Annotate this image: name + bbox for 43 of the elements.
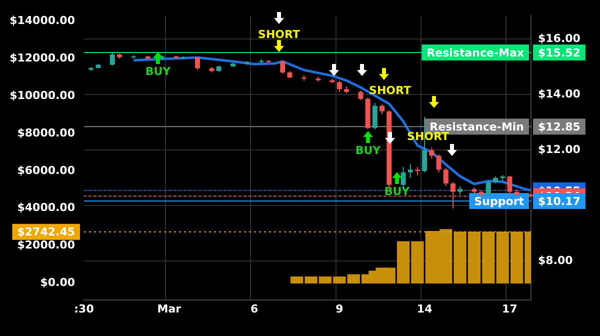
ref-line-label: Resistance-Max [426,46,524,60]
candlestick [486,180,491,196]
candlestick [195,56,200,70]
candlestick [443,168,448,187]
annotation: BUY [355,144,382,157]
candlestick [372,102,378,130]
ref-line-label: Resistance-Min [430,120,524,134]
y-tick-label: $14000.00 [10,14,76,28]
y-tick-label: $10000.00 [10,88,76,102]
y2-tick-label: $14.00 [538,88,581,101]
candlestick [280,60,286,74]
candlestick [336,80,342,92]
candlestick [408,164,413,178]
y2-tick-label: $15.52 [538,46,580,60]
candlestick [429,146,434,159]
y-tick-label: $12000.00 [10,51,76,64]
x-tick-label: 17 [502,302,518,316]
candlestick [436,154,442,173]
annotation: BUY [145,64,172,78]
y-tick-label: $6000.00 [17,164,76,177]
annotation: BUY [384,184,411,198]
y2-tick-label: $8.00 [538,254,574,268]
candlestick [380,104,384,115]
y-tick-label: $2742.45 [17,226,76,239]
x-tick-label: :30 [74,302,94,316]
x-tick-label: Mar [157,302,182,316]
x-tick-label: 6 [250,302,258,316]
y-tick-label: $2000.00 [17,238,76,252]
candlestick [358,90,364,101]
x-tick-label: 14 [416,302,433,316]
y2-tick-label: $16.00 [538,32,581,46]
y-tick-label: $0.00 [40,276,76,290]
annotation: SHORT [369,84,412,97]
y-tick-label: $8000.00 [17,126,76,140]
y-tick-label: $4000.00 [17,201,76,214]
annotation: SHORT [258,28,300,41]
candlestick [110,52,115,66]
y2-tick-label: $12.00 [538,143,581,156]
y2-tick-label: $10.17 [538,194,580,208]
candlestick [507,175,512,196]
ref-line-label: Support [474,194,524,208]
y2-tick-label: $12.85 [538,120,580,134]
x-tick-label: 9 [336,302,344,316]
